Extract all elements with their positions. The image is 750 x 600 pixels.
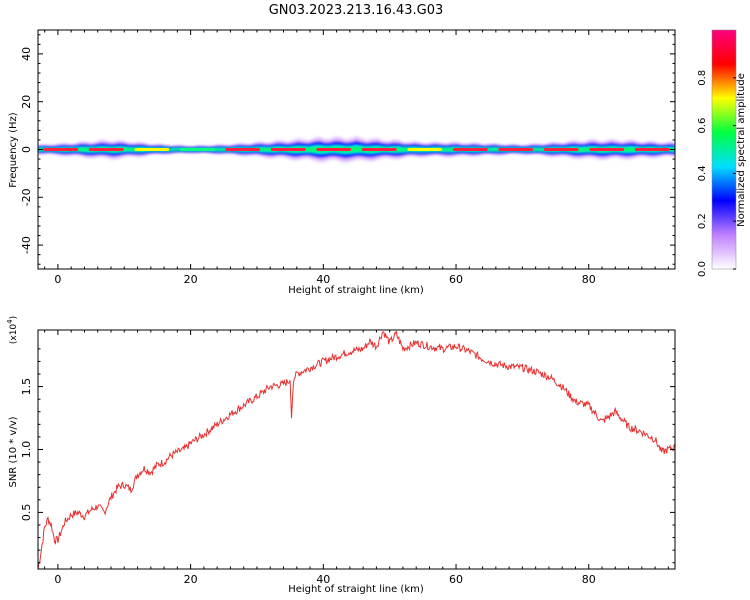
x-tick-label: 80 xyxy=(582,273,596,286)
snr-x-ticks: 0 20 40 60 80 xyxy=(44,330,669,586)
y-tick-label: 0.5 xyxy=(20,504,33,522)
y-tick-label: -40 xyxy=(20,236,33,254)
y-tick-label: 1.5 xyxy=(20,378,33,396)
spectrogram-y-axis-label: Frequency (Hz) xyxy=(8,112,19,188)
snr-panel: 0 20 40 60 80 0.5 1.0 1.5 Height of straight l… xyxy=(6,316,676,595)
spectrogram-y-ticks: 40 20 0 -20 -40 xyxy=(20,34,675,265)
snr-y-axis-label: SNR (10 * v/v) xyxy=(8,416,19,487)
snr-x-axis-label: Height of straight line (km) xyxy=(288,584,424,595)
x-tick-label: 20 xyxy=(184,273,198,286)
y-tick-label: 40 xyxy=(20,47,33,61)
x-tick-label: 20 xyxy=(184,573,198,586)
x-tick-label: 40 xyxy=(316,573,330,586)
y-tick-label: -20 xyxy=(20,188,33,206)
y-tick-label: 0 xyxy=(20,146,33,153)
snr-series xyxy=(38,330,675,569)
colorbar-ticks: 0.0 0.2 0.4 0.6 0.8 xyxy=(697,70,736,277)
snr-frame xyxy=(37,329,676,570)
colorbar-tick-label: 0.8 xyxy=(697,70,708,86)
colorbar-tick-label: 0.6 xyxy=(697,118,708,134)
x-tick-label: 60 xyxy=(449,273,463,286)
band-layer-4 xyxy=(38,146,675,153)
snr-line xyxy=(38,330,675,569)
colorbar-tick-label: 0.4 xyxy=(697,165,708,181)
x-tick-label: 0 xyxy=(54,573,61,586)
spectrogram-band xyxy=(38,135,675,164)
spectrogram-x-ticks: 0 20 40 60 80 xyxy=(44,30,669,286)
y-tick-label: 1.0 xyxy=(20,441,33,459)
y-tick-label: 20 xyxy=(20,95,33,109)
x-tick-label: 80 xyxy=(582,573,596,586)
x-tick-label: 0 xyxy=(54,273,61,286)
snr-y-multiplier: (x104) xyxy=(6,316,19,344)
x-tick-label: 60 xyxy=(449,573,463,586)
figure-title: GN03.2023.213.16.43.G03 xyxy=(269,3,444,18)
colorbar: 0.0 0.2 0.4 0.6 0.8 Normalized spectral ampl… xyxy=(697,29,747,277)
colorbar-strip xyxy=(711,29,737,270)
colorbar-tick-label: 0.2 xyxy=(697,213,708,229)
spectrogram-panel: 0 20 40 60 80 40 20 0 -20 -40 Height of straight… xyxy=(8,29,676,296)
snr-y-ticks: 0.5 1.0 1.5 xyxy=(20,348,675,564)
x-tick-label: 40 xyxy=(316,273,330,286)
colorbar-label: Normalized spectral amplitude xyxy=(736,73,747,227)
spectrogram-x-axis-label: Height of straight line (km) xyxy=(288,285,424,296)
colorbar-tick-label: 0.0 xyxy=(697,261,708,277)
